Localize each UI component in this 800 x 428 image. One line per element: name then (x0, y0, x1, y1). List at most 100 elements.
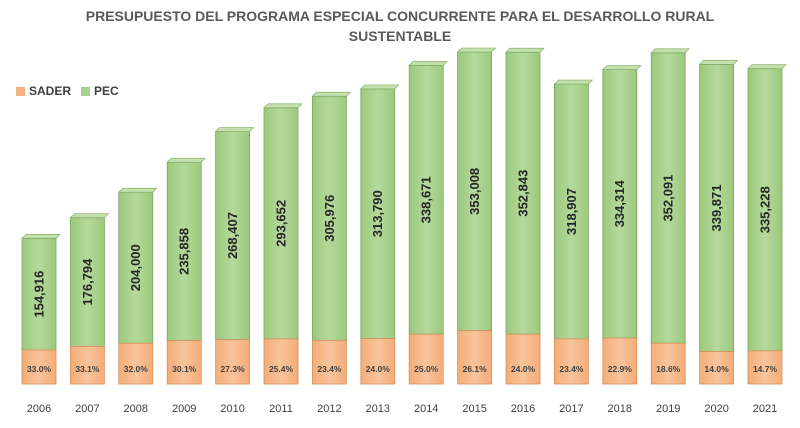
label-pec-2020: 339,871 (709, 184, 724, 231)
tick-label-2008: 2008 (124, 403, 148, 415)
label-pec-2021: 335,228 (757, 186, 772, 233)
tick-label-2019: 2019 (656, 403, 680, 415)
label-sader-2010: 27.3% (221, 364, 246, 374)
bar-pec-top-2008 (118, 187, 158, 193)
chart-title-line-1: PRESUPUESTO DEL PROGRAMA ESPECIAL CONCUR… (85, 8, 715, 24)
tick-label-2017: 2017 (559, 403, 583, 415)
label-sader-2011: 25.4% (269, 364, 294, 374)
label-pec-2008: 204,000 (128, 244, 143, 291)
legend-label-sader: SADER (29, 84, 72, 98)
label-pec-2006: 154,916 (31, 271, 46, 318)
tick-label-2006: 2006 (27, 403, 51, 415)
label-pec-2009: 235,858 (177, 228, 192, 275)
bar-sader-2011 (263, 338, 299, 385)
bar-pec-top-2016 (505, 47, 545, 53)
tick-label-2013: 2013 (366, 403, 390, 415)
legend-swatch-sader (16, 86, 25, 96)
label-sader-2013: 24.0% (366, 364, 391, 374)
label-pec-2016: 352,843 (515, 170, 530, 217)
label-sader-2016: 24.0% (511, 364, 536, 374)
legend-label-pec: PEC (94, 84, 119, 98)
bar-pec-2008 (118, 191, 154, 344)
bar-pec-top-2010 (214, 127, 255, 132)
legend-item-pec: PEC (81, 84, 119, 98)
bar-pec-2016 (505, 51, 541, 335)
label-sader-2006: 33.0% (27, 364, 52, 374)
bar-sader-2015 (457, 330, 493, 385)
tick-label-2010: 2010 (220, 403, 244, 415)
label-sader-2019: 18.6% (656, 364, 681, 374)
bar-pec-top-2013 (360, 84, 400, 90)
bar-pec-2020 (699, 63, 734, 353)
bar-sader-2012 (311, 339, 347, 385)
label-sader-2018: 22.9% (608, 364, 633, 374)
bar-group (21, 47, 787, 385)
tick-label-2011: 2011 (269, 403, 293, 415)
bar-pec-2009 (166, 161, 202, 342)
bar-sader-2010 (215, 339, 251, 385)
bar-pec-2021 (747, 68, 783, 352)
bar-sader-2008 (118, 342, 154, 385)
label-sader-2007: 33.1% (75, 364, 100, 374)
bar-sader-2014 (408, 333, 444, 385)
label-pec-2014: 338,671 (419, 176, 434, 223)
tick-label-2012: 2012 (317, 403, 341, 415)
bar-pec-top-2019 (650, 48, 690, 54)
bar-pec-2013 (360, 88, 396, 339)
chart-title: PRESUPUESTO DEL PROGRAMA ESPECIAL CONCUR… (0, 6, 800, 46)
bar-sader-2007 (70, 346, 105, 385)
chart-title-line-2: SUSTENTABLE (348, 28, 452, 44)
legend-item-sader: SADER (16, 84, 71, 98)
bar-sader-2013 (360, 338, 396, 385)
bar-pec-top-2006 (21, 234, 61, 239)
bar-pec-top-2018 (602, 65, 642, 70)
tick-label-2009: 2009 (172, 403, 196, 415)
label-group: 154,916 33.0% 2006 176,794 33.1% 2007 204,000 3… (27, 168, 778, 415)
bar-sader-2016 (505, 333, 541, 385)
tick-label-2007: 2007 (75, 403, 99, 415)
bar-sader-2017 (554, 338, 589, 385)
bar-pec-top-2014 (408, 61, 448, 66)
label-sader-2014: 25.0% (414, 364, 439, 374)
bar-pec-top-2009 (166, 157, 206, 163)
legend: SADER PEC (16, 84, 129, 98)
tick-label-2018: 2018 (608, 403, 632, 415)
label-pec-2012: 305,976 (322, 195, 337, 242)
bar-pec-top-2020 (698, 60, 739, 65)
label-pec-2011: 293,652 (273, 200, 288, 247)
label-pec-2013: 313,790 (370, 190, 385, 237)
bar-sader-2021 (747, 350, 783, 385)
bar-pec-top-2007 (69, 213, 110, 219)
label-pec-2007: 176,794 (80, 258, 95, 306)
tick-label-2016: 2016 (511, 403, 535, 415)
label-pec-2017: 318,907 (564, 188, 579, 235)
label-sader-2017: 23.4% (559, 364, 584, 374)
bar-sader-2019 (650, 342, 686, 385)
bar-sader-2018 (602, 337, 638, 385)
label-sader-2020: 14.0% (705, 364, 730, 374)
bar-pec-2012 (311, 95, 347, 341)
tick-label-2020: 2020 (704, 403, 728, 415)
tick-label-2014: 2014 (414, 403, 438, 415)
label-sader-2012: 23.4% (317, 364, 342, 374)
label-sader-2021: 14.7% (753, 364, 778, 374)
label-pec-2018: 334,314 (612, 180, 627, 228)
bar-sader-2006 (21, 349, 57, 385)
bar-sader-2020 (699, 351, 734, 385)
label-pec-2015: 353,008 (467, 168, 482, 215)
bar-pec-top-2011 (263, 103, 303, 109)
tick-label-2021: 2021 (753, 403, 777, 415)
label-sader-2008: 32.0% (124, 364, 149, 374)
bar-sader-2009 (166, 340, 202, 385)
bar-pec-top-2015 (456, 47, 497, 53)
bar-pec-2017 (554, 83, 589, 340)
legend-swatch-pec (81, 86, 91, 96)
bar-pec-2010 (215, 131, 251, 340)
label-sader-2009: 30.1% (172, 364, 197, 374)
bar-pec-top-2021 (747, 64, 787, 70)
bar-pec-top-2017 (553, 79, 594, 85)
label-pec-2019: 352,091 (661, 175, 676, 222)
label-pec-2010: 268,407 (225, 212, 240, 259)
tick-label-2015: 2015 (462, 403, 486, 415)
